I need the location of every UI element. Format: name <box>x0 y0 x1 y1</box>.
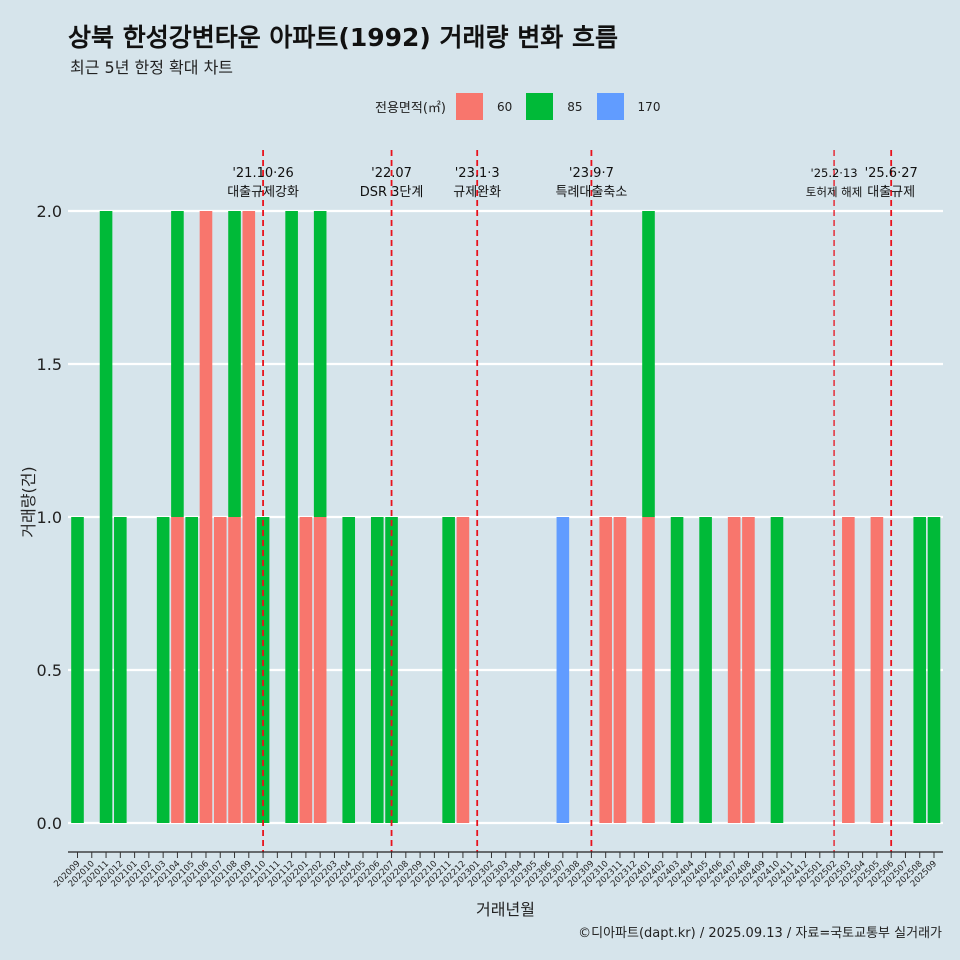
bar-202104-85 <box>171 211 184 517</box>
bar-202408-60 <box>742 517 755 823</box>
bar-202105-85 <box>185 517 198 823</box>
legend-item-85: 85 <box>526 93 590 120</box>
bar-202509-85 <box>927 517 941 823</box>
event-date-label: '23.1·3 <box>455 166 500 181</box>
y-tick-label: 1.5 <box>37 355 62 374</box>
event-name-label: 대출규제강화 <box>227 185 299 200</box>
event-name-label: 토허제 해제 <box>806 185 863 199</box>
event-name-label: 대출규제 <box>867 185 915 200</box>
bar-202012-85 <box>114 517 127 823</box>
bar-202310-60 <box>599 517 612 823</box>
y-tick-label: 2.0 <box>37 202 62 221</box>
bar-202401-85 <box>642 211 655 517</box>
bar-202410-85 <box>770 517 784 823</box>
legend-swatch-170 <box>596 93 624 120</box>
bar-202103-85 <box>156 517 170 823</box>
bar-202104-60 <box>171 517 184 823</box>
bar-202505-60 <box>870 517 884 823</box>
event-name-label: 규제완화 <box>453 185 501 200</box>
bar-202107-60 <box>213 517 227 823</box>
event-date-label: '25.2·13 <box>811 166 858 180</box>
event-name-label: 특례대출축소 <box>556 185 628 200</box>
bar-202108-60 <box>228 517 241 823</box>
bar-202201-60 <box>299 517 313 823</box>
bar-202202-85 <box>313 211 327 517</box>
event-date-label: '25.6·27 <box>865 166 918 181</box>
legend-title: 전용면적(㎡) <box>375 101 446 116</box>
source-caption: ©디아파트(dapt.kr) / 2025.09.13 / 자료=국토교통부 실… <box>578 926 942 941</box>
bar-202108-85 <box>228 211 241 517</box>
bar-202508-85 <box>913 517 927 823</box>
bar-202211-85 <box>442 517 455 823</box>
y-axis-title: 거래량(건) <box>19 466 38 537</box>
bar-202011-85 <box>99 211 113 823</box>
y-tick-label: 0.0 <box>37 814 62 833</box>
bar-202405-85 <box>699 517 712 823</box>
bar-202112-85 <box>285 211 298 823</box>
bar-202109-60 <box>242 211 256 823</box>
bar-202307-170 <box>556 517 570 823</box>
legend-label-170: 170 <box>637 99 661 114</box>
bar-202206-85 <box>370 517 384 823</box>
chart-title: 상북 한성강변타운 아파트(1992) 거래량 변화 흐름 <box>68 23 618 52</box>
y-tick-label: 1.0 <box>37 508 62 527</box>
bar-202202-60 <box>313 517 327 823</box>
legend-label-60: 60 <box>496 99 513 114</box>
x-axis-title: 거래년월 <box>476 900 535 919</box>
y-tick-label: 0.5 <box>37 661 62 680</box>
event-date-label: '22.07 <box>371 166 412 181</box>
bar-202407-60 <box>727 517 741 823</box>
legend-swatch-85 <box>526 93 554 120</box>
bar-202503-60 <box>842 517 855 823</box>
legend-item-60: 60 <box>455 93 520 120</box>
bar-202204-85 <box>342 517 356 823</box>
event-date-label: '21.10·26 <box>232 166 293 181</box>
legend: 전용면적(㎡) 60 85 170 <box>375 93 674 120</box>
bar-202403-85 <box>670 517 684 823</box>
bar-202311-60 <box>613 517 627 823</box>
legend-item-170: 170 <box>596 93 669 120</box>
chart-subtitle: 최근 5년 한정 확대 차트 <box>70 58 234 77</box>
event-date-label: '23.9·7 <box>569 166 614 181</box>
bar-202009-85 <box>71 517 84 823</box>
event-name-label: DSR 3단계 <box>360 185 424 200</box>
legend-swatch-60 <box>455 93 483 120</box>
bar-202212-60 <box>456 517 470 823</box>
legend-label-85: 85 <box>567 99 583 114</box>
bar-202401-60 <box>642 517 655 823</box>
bar-202106-60 <box>199 211 213 823</box>
